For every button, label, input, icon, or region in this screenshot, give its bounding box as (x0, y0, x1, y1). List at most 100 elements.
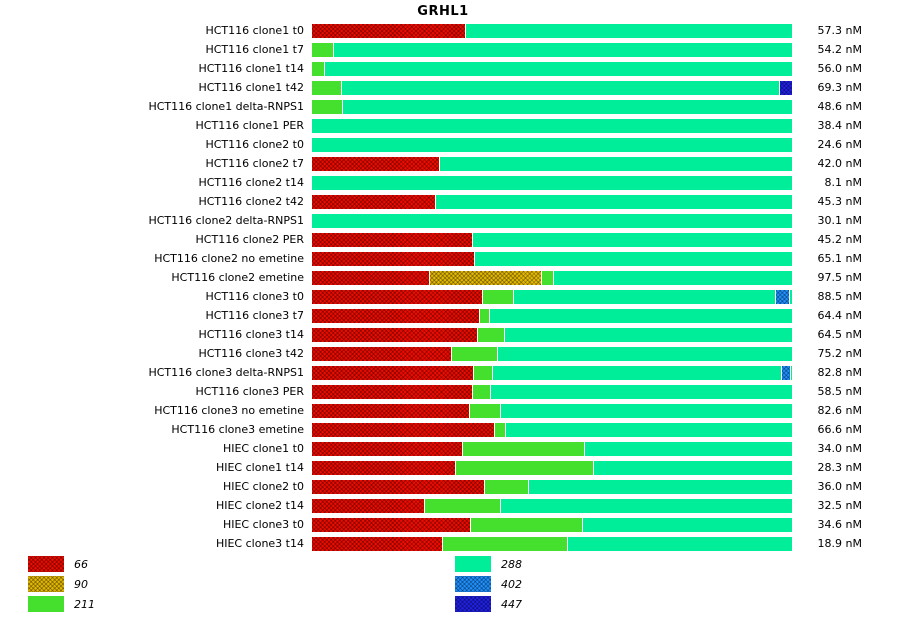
chart-row: HIEC clone3 t0 34.6 nM (0, 515, 900, 534)
bar-segment-288 (489, 308, 792, 323)
bar-segment-66 (312, 517, 470, 532)
bar-segment-288 (439, 156, 792, 171)
stacked-bar (312, 251, 792, 266)
bar-segment-66 (312, 460, 456, 475)
bar-segment-211 (479, 308, 490, 323)
bar-segment-66 (312, 251, 475, 266)
legend-column-left: 66 90 211 (28, 554, 95, 614)
row-label: HCT116 clone2 emetine (171, 271, 304, 284)
bar-segment-288 (341, 99, 792, 114)
bar-segment-288 (474, 251, 792, 266)
bar-segment-211 (312, 61, 324, 76)
legend-swatch (28, 576, 64, 592)
chart-row: HCT116 clone1 t42 69.3 nM (0, 78, 900, 97)
row-label: HCT116 clone3 PER (195, 385, 304, 398)
bar-segment-211 (472, 365, 492, 380)
chart-row: HCT116 clone2 emetine 97.5 nM (0, 268, 900, 287)
bar-segment-66 (312, 270, 430, 285)
bar-segment-211 (312, 42, 334, 57)
bar-segment-288 (503, 327, 792, 342)
bar-segment-66 (312, 403, 469, 418)
bar-segment-211 (312, 80, 341, 95)
legend-swatch (28, 596, 64, 612)
chart-row: HCT116 clone3 t42 75.2 nM (0, 344, 900, 363)
stacked-bar (312, 422, 792, 437)
row-label: HCT116 clone2 PER (195, 233, 304, 246)
stacked-bar (312, 441, 792, 456)
row-label: HIEC clone3 t14 (215, 537, 304, 550)
row-value: 45.3 nM (817, 195, 862, 208)
legend-item: 288 (455, 554, 522, 574)
chart-row: HCT116 clone1 t0 57.3 nM (0, 21, 900, 40)
row-label: HCT116 clone3 delta-RNPS1 (148, 366, 304, 379)
bar-segment-66 (312, 536, 443, 551)
chart-title: GRHL1 (417, 4, 469, 19)
bar-segment-288 (312, 213, 792, 228)
stacked-bar (312, 118, 792, 133)
bar-segment-66 (312, 365, 473, 380)
bar-segment-66 (312, 194, 435, 209)
chart-row: HCT116 clone2 t42 45.3 nM (0, 192, 900, 211)
legend-item: 90 (28, 574, 95, 594)
row-label: HCT116 clone1 t0 (205, 24, 304, 37)
legend-swatch (455, 556, 491, 572)
bar-segment-211 (471, 384, 491, 399)
bar-segment-447 (778, 80, 792, 95)
bar-segment-211 (469, 517, 582, 532)
bar-segment-288 (491, 365, 781, 380)
bar-segment-288 (789, 289, 792, 304)
bar-segment-288 (312, 137, 792, 152)
row-label: HCT116 clone1 delta-RNPS1 (148, 100, 304, 113)
bar-segment-288 (312, 118, 792, 133)
chart-row: HCT116 clone3 t0 88.5 nM (0, 287, 900, 306)
bar-segment-211 (451, 346, 498, 361)
bar-segment-288 (552, 270, 792, 285)
stacked-bar (312, 346, 792, 361)
legend-label: 402 (501, 577, 522, 591)
chart-row: HCT116 clone3 no emetine 82.6 nM (0, 401, 900, 420)
stacked-bar (312, 517, 792, 532)
row-value: 82.8 nM (817, 366, 862, 379)
row-label: HCT116 clone3 t14 (198, 328, 304, 341)
row-label: HCT116 clone3 emetine (171, 423, 304, 436)
bar-segment-211 (312, 99, 342, 114)
bar-segment-66 (312, 384, 472, 399)
legend-item: 66 (28, 554, 95, 574)
row-value: 57.3 nM (817, 24, 862, 37)
stacked-bar (312, 23, 792, 38)
chart-row: HCT116 clone1 t7 54.2 nM (0, 40, 900, 59)
bar-segment-288 (324, 61, 792, 76)
chart-row: HCT116 clone1 t14 56.0 nM (0, 59, 900, 78)
row-value: 66.6 nM (817, 423, 862, 436)
row-label: HIEC clone2 t0 (222, 480, 304, 493)
row-label: HIEC clone1 t0 (222, 442, 304, 455)
bar-segment-66 (312, 308, 480, 323)
stacked-bar (312, 365, 792, 380)
row-value: 24.6 nM (817, 138, 862, 151)
row-label: HCT116 clone3 t0 (205, 290, 304, 303)
stacked-bar (312, 479, 792, 494)
bar-segment-288 (581, 517, 792, 532)
bar-segment-288 (312, 175, 792, 190)
row-value: 58.5 nM (817, 385, 862, 398)
bar-segment-288 (499, 498, 792, 513)
bar-segment-211 (455, 460, 593, 475)
legend-label: 90 (74, 577, 88, 591)
legend-swatch (455, 596, 491, 612)
chart-row: HIEC clone3 t14 18.9 nM (0, 534, 900, 553)
bar-segment-288 (500, 403, 792, 418)
bar-segment-211 (540, 270, 553, 285)
bar-segment-288 (592, 460, 792, 475)
chart-row: HCT116 clone3 PER 58.5 nM (0, 382, 900, 401)
row-value: 36.0 nM (817, 480, 862, 493)
bar-segment-288 (504, 422, 792, 437)
stacked-bar (312, 536, 792, 551)
row-label: HIEC clone3 t0 (222, 518, 304, 531)
chart-row: HCT116 clone2 no emetine 65.1 nM (0, 249, 900, 268)
row-value: 45.2 nM (817, 233, 862, 246)
row-value: 28.3 nM (817, 461, 862, 474)
bar-segment-288 (333, 42, 792, 57)
legend-swatch (455, 576, 491, 592)
row-value: 64.5 nM (817, 328, 862, 341)
